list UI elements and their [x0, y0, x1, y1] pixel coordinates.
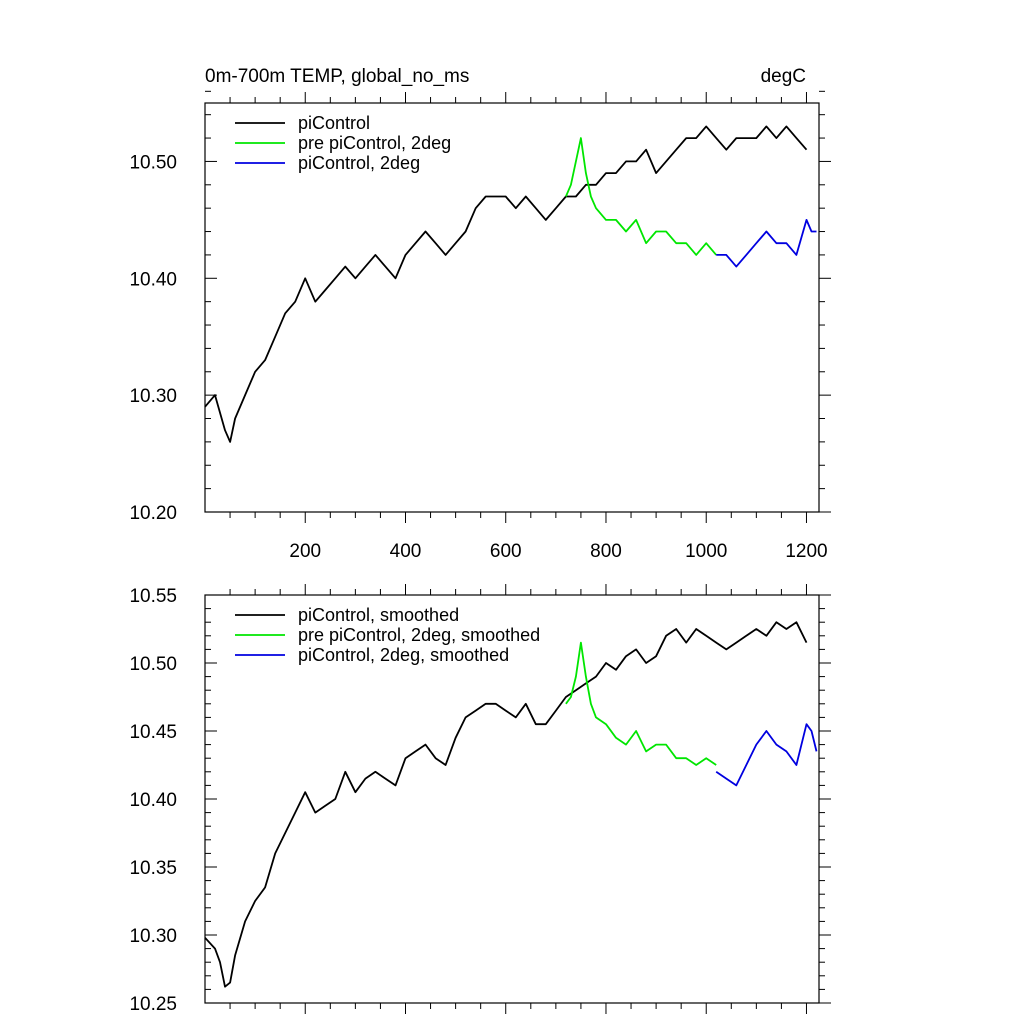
y-tick-label: 10.35: [129, 858, 177, 879]
plot-frame: [204, 102, 820, 513]
legend-label: piControl: [298, 113, 370, 133]
legend-label: pre piControl, 2deg: [298, 133, 451, 153]
y-tick-label: 10.30: [129, 386, 177, 407]
chart-title: 0m-700m TEMP, global_no_ms: [205, 66, 469, 87]
series-line-pre-picontrol-2deg: [565, 137, 717, 256]
y-tick-label: 10.55: [129, 586, 177, 607]
y-tick-label: 10.40: [129, 269, 177, 290]
x-tick-label: 1200: [785, 541, 827, 562]
bottom-panel: 10.25 10.30 10.35 10.40 10.45 10.50 10.55 piCon…: [129, 584, 831, 1015]
y-tick-label: 10.45: [129, 722, 177, 743]
series-line-picontrol: [204, 125, 808, 443]
legend-label: pre piControl, 2deg, smoothed: [298, 625, 540, 645]
x-tick-label: 600: [490, 541, 522, 562]
y-tick-label: 10.30: [129, 926, 177, 947]
series-line-picontrol-smoothed: [204, 621, 808, 988]
x-tick-label: 1000: [685, 541, 727, 562]
top-panel: 200 400 600 800 1000 1200 10.20 10.30 10.40 10.50…: [129, 66, 831, 562]
y-tick-label: 10.50: [129, 152, 177, 173]
legend-label: piControl, smoothed: [298, 605, 459, 625]
y-tick-label: 10.50: [129, 654, 177, 675]
x-tick-label: 400: [390, 541, 422, 562]
legend-label: piControl, 2deg, smoothed: [298, 645, 509, 665]
y-tick-label: 10.40: [129, 790, 177, 811]
x-tick-label: 200: [289, 541, 321, 562]
series-line-picontrol-2deg-smoothed: [715, 723, 818, 787]
series-line-picontrol-2deg: [716, 218, 817, 268]
y-tick-label: 10.25: [129, 994, 177, 1015]
units-label: degC: [761, 66, 806, 87]
legend-label: piControl, 2deg: [298, 153, 420, 173]
y-tick-label: 10.20: [129, 503, 177, 524]
x-tick-label: 800: [590, 541, 622, 562]
series-line-pre-picontrol-2deg-smoothed: [565, 641, 717, 766]
